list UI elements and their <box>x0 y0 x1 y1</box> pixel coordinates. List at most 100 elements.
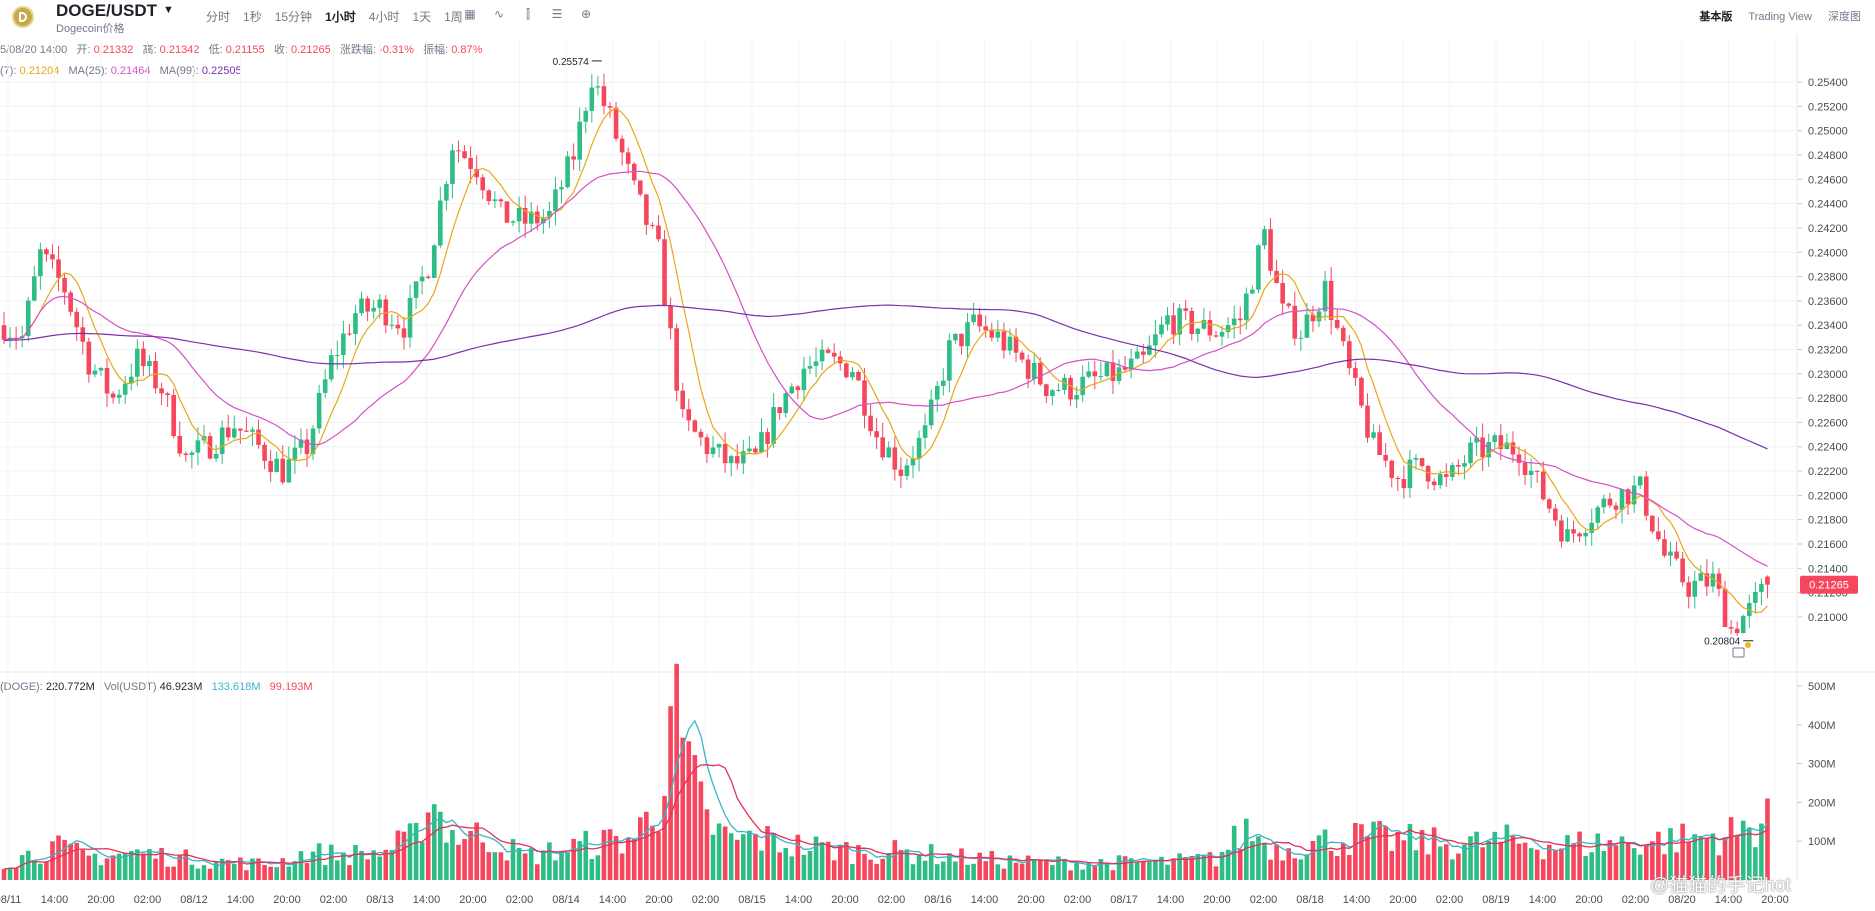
volume-bar <box>1292 858 1298 880</box>
volume-bar <box>934 864 940 880</box>
candle-body <box>534 211 540 224</box>
candle-body <box>589 87 595 111</box>
candle-body <box>1074 395 1079 400</box>
draw-icon[interactable]: ∿ <box>493 7 505 21</box>
candle-body <box>1207 320 1213 336</box>
ma99-label: MA(99): <box>159 65 199 77</box>
volume-bar <box>771 833 776 880</box>
high-label: 高: <box>142 44 157 56</box>
view-tab-0[interactable]: 基本版 <box>1699 11 1733 23</box>
candle-body <box>1643 476 1649 516</box>
time-tick-label: 08/16 <box>924 894 952 906</box>
candle-body <box>607 106 613 108</box>
candle-body <box>1553 508 1558 521</box>
candle-body <box>583 110 589 122</box>
candle-body <box>225 427 231 438</box>
candle-body <box>928 399 934 426</box>
volume-bar <box>383 849 389 880</box>
volume-bar <box>1189 855 1195 880</box>
settings-icon[interactable]: ☰ <box>551 7 563 21</box>
candle-body <box>625 152 631 164</box>
time-tick-label: 14:00 <box>413 894 441 906</box>
volume-bar <box>1704 838 1710 880</box>
volume-bar <box>1147 861 1152 880</box>
current-price-label: 0.21265 <box>1809 580 1849 592</box>
volume-bar <box>825 841 831 880</box>
interval-tab-1[interactable]: 1秒 <box>243 10 262 24</box>
volume-bar <box>1050 865 1055 880</box>
chevron-down-icon[interactable]: ▼ <box>163 4 174 16</box>
interval-tab-2[interactable]: 15分钟 <box>274 10 313 24</box>
interval-tab-0[interactable]: 分时 <box>206 10 231 24</box>
time-tick-label: 20:00 <box>1389 894 1417 906</box>
candle-body <box>365 298 370 312</box>
interval-tab-6[interactable]: 1周 <box>444 10 463 24</box>
candle-body <box>765 432 770 444</box>
time-tick-label: 08/18 <box>1296 894 1324 906</box>
volume-bar <box>425 812 431 880</box>
price-tick-label: 0.23400 <box>1808 320 1848 332</box>
ma-readout: (7): 0.21204 MA(25): 0.21464 MA(99): 0.2… <box>0 65 242 77</box>
price-tick-label: 0.22800 <box>1808 393 1848 405</box>
volume-bar <box>231 863 237 880</box>
indicator-icon[interactable]: ⫿ <box>526 7 530 21</box>
ma99-line <box>3 304 1768 450</box>
candle-body <box>692 420 698 432</box>
volume-bar <box>613 835 619 880</box>
candle-body <box>910 458 916 466</box>
interval-tab-5[interactable]: 1天 <box>412 10 432 24</box>
volume-bar <box>965 864 970 880</box>
plus-circle-icon[interactable]: ⊕ <box>580 7 592 21</box>
volume-bar <box>498 852 504 880</box>
volume-bar <box>1134 862 1140 880</box>
time-tick-label: 20:00 <box>1575 894 1603 906</box>
volume-bar <box>1286 848 1292 880</box>
volume-bar <box>1 869 7 880</box>
candle-body <box>850 371 855 378</box>
candle-body <box>1631 485 1637 505</box>
candle-body <box>347 333 352 335</box>
candle-body <box>486 190 492 202</box>
volume-bar <box>928 844 934 880</box>
calendar-icon[interactable]: ▦ <box>464 7 476 21</box>
view-tab-1[interactable]: Trading View <box>1748 11 1812 23</box>
candle-body <box>638 180 643 195</box>
volume-bar <box>238 857 243 880</box>
candle-body <box>444 183 449 201</box>
volume-bar <box>183 849 189 880</box>
volume-bar <box>1613 845 1619 880</box>
candle-body <box>480 177 486 191</box>
volume-bar <box>789 856 795 880</box>
volume-bar <box>1037 859 1043 880</box>
volume-bar <box>1001 868 1007 880</box>
volume-bar <box>1092 864 1098 880</box>
volume-bar <box>147 849 152 880</box>
volume-bar <box>1480 847 1485 880</box>
volume-bar <box>704 809 710 880</box>
time-tick-label: 08/13 <box>366 894 394 906</box>
candle-body <box>1480 437 1485 458</box>
candle-body <box>807 365 813 369</box>
interval-tab-3[interactable]: 1小时 <box>325 10 356 24</box>
open-value: 0.21332 <box>93 44 134 56</box>
volume-bar <box>1371 821 1376 880</box>
volume-bar <box>1450 859 1455 880</box>
view-tab-2[interactable]: 深度图 <box>1828 11 1861 23</box>
volume-bar <box>335 860 340 880</box>
pair-subtitle[interactable]: Dogecoin价格 <box>56 23 125 35</box>
interval-tab-4[interactable]: 4小时 <box>368 10 400 24</box>
candle-body <box>62 277 67 293</box>
volume-bar <box>322 865 328 880</box>
candle-body <box>219 427 225 454</box>
candle-body <box>922 425 928 438</box>
pair-title[interactable]: DOGE/USDT <box>56 1 158 20</box>
volume-bar <box>541 850 546 880</box>
candle-body <box>753 448 758 453</box>
volume-bar <box>1359 824 1364 880</box>
candle-body <box>1407 459 1413 489</box>
time-tick-label: 02:00 <box>1622 894 1650 906</box>
time-tick-label: 02:00 <box>1250 894 1278 906</box>
ohlc-date: 5/08/20 14:00 <box>0 44 68 56</box>
volume-bar <box>1044 859 1049 880</box>
